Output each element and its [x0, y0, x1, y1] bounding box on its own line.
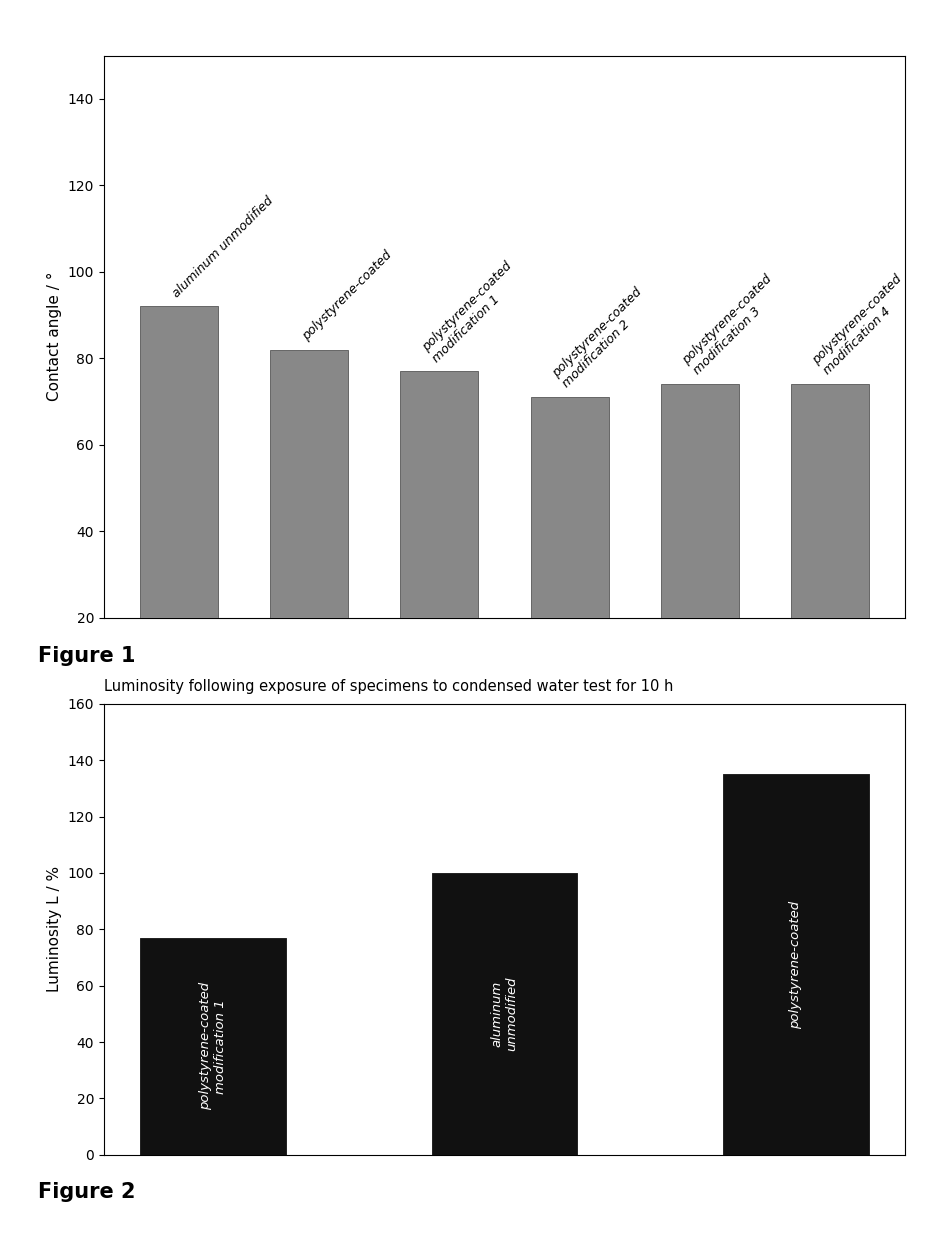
Bar [432, 873, 577, 1155]
Text: Figure 2: Figure 2 [38, 1182, 135, 1202]
Y-axis label: Luminosity L / %: Luminosity L / % [47, 866, 62, 993]
Text: Luminosity following exposure of specimens to condensed water test for 10 h: Luminosity following exposure of specime… [104, 679, 673, 694]
Bar [531, 398, 608, 704]
Text: polystyrene-coated
modification 4: polystyrene-coated modification 4 [810, 273, 916, 378]
Text: polystyrene-coated
modification 3: polystyrene-coated modification 3 [680, 273, 786, 378]
Y-axis label: Contact angle / °: Contact angle / ° [47, 272, 62, 401]
Text: Figure 1: Figure 1 [38, 646, 135, 666]
Bar [271, 350, 348, 704]
Bar [661, 384, 738, 704]
Text: polystyrene-coated: polystyrene-coated [300, 248, 395, 343]
Text: aluminum
unmodified: aluminum unmodified [490, 977, 519, 1051]
Text: polystyrene-coated
modification 2: polystyrene-coated modification 2 [550, 285, 655, 390]
Bar [141, 306, 218, 704]
Text: aluminum unmodified: aluminum unmodified [170, 194, 276, 300]
Bar [723, 774, 869, 1155]
Bar [141, 937, 286, 1155]
Text: polystyrene-coated
modification 1: polystyrene-coated modification 1 [199, 982, 227, 1110]
Text: polystyrene-coated: polystyrene-coated [789, 900, 802, 1029]
Bar [791, 384, 869, 704]
Text: polystyrene-coated
modification 1: polystyrene-coated modification 1 [420, 259, 525, 364]
Bar [401, 370, 478, 704]
